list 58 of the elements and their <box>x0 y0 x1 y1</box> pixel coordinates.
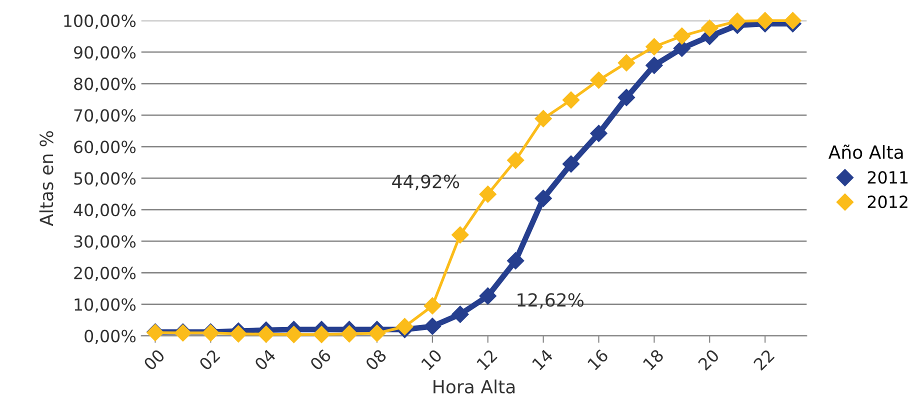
point <box>479 287 496 305</box>
point <box>673 27 690 45</box>
point <box>534 190 552 207</box>
x-tick-label: 12 <box>476 348 498 370</box>
point <box>618 88 636 106</box>
y-tick-label: 50,00% <box>74 172 136 186</box>
x-tick-label: 00 <box>143 348 166 371</box>
point <box>424 297 441 314</box>
point <box>396 318 414 336</box>
point <box>507 152 524 169</box>
y-tick-label: 40,00% <box>74 204 136 218</box>
point <box>646 38 663 56</box>
y-tick-label: 90,00% <box>74 46 136 60</box>
legend-title: Año Alta <box>828 144 903 159</box>
point <box>701 20 718 37</box>
y-axis-title: Altas en % <box>39 131 54 226</box>
point <box>590 124 608 142</box>
point <box>452 306 469 323</box>
point <box>424 318 441 335</box>
point <box>756 12 774 30</box>
point <box>728 12 746 30</box>
y-tick-label: 20,00% <box>74 266 136 282</box>
legend-label: 2011 <box>868 171 908 184</box>
point <box>479 186 496 203</box>
point <box>784 12 802 30</box>
x-tick-label: 08 <box>364 348 388 371</box>
y-tick-label: 10,00% <box>74 298 136 313</box>
x-tick-label: 22 <box>752 348 775 371</box>
x-tick-label: 06 <box>309 348 332 371</box>
y-tick-label: 80,00% <box>74 78 136 92</box>
point <box>507 252 524 270</box>
annotation: 44,92% <box>392 174 460 190</box>
point <box>534 110 552 128</box>
x-axis-title: Hora Alta <box>434 380 515 394</box>
point <box>368 324 386 342</box>
point <box>618 54 636 72</box>
point <box>452 226 469 244</box>
point <box>646 56 663 74</box>
point <box>313 326 330 344</box>
point <box>562 91 580 109</box>
x-tick-label: 04 <box>254 348 276 371</box>
point <box>562 155 580 173</box>
point <box>285 326 302 344</box>
x-tick-label: 02 <box>198 348 220 371</box>
point <box>590 72 608 89</box>
point <box>340 325 358 342</box>
x-tick-label: 14 <box>532 348 554 370</box>
y-tick-label: 70,00% <box>74 109 136 124</box>
x-tick-label: 10 <box>420 348 443 370</box>
x-tick-label: 20 <box>698 348 720 371</box>
x-tick-label: 18 <box>642 348 664 370</box>
y-tick-label: 100,00% <box>64 14 136 29</box>
y-tick-label: 30,00% <box>74 235 136 250</box>
y-tick-label: 60,00% <box>74 140 136 155</box>
legend-label: 2012 <box>868 196 908 208</box>
x-tick-label: 16 <box>587 348 609 370</box>
point <box>258 326 275 343</box>
y-tick-label: 0,00% <box>84 330 136 344</box>
